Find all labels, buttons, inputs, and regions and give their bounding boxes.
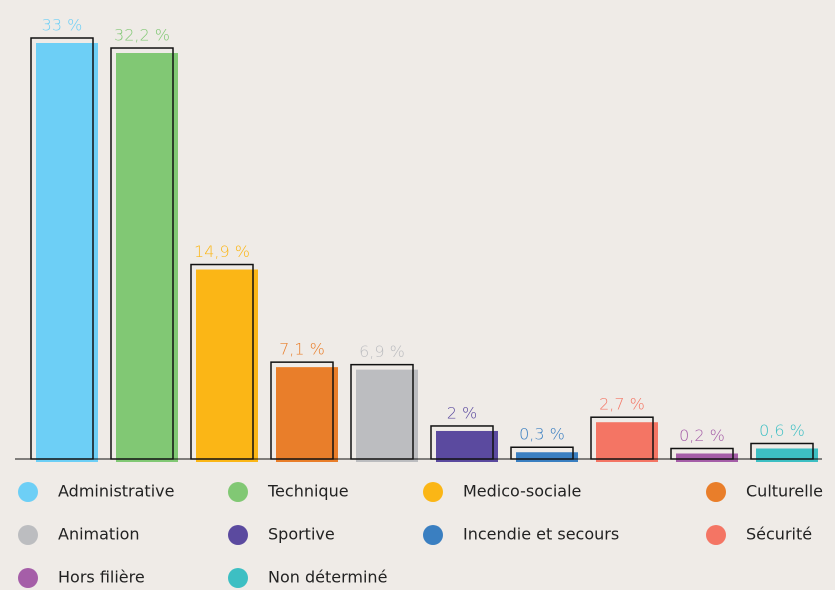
legend-label: Hors filière xyxy=(58,568,145,587)
bar xyxy=(196,269,258,462)
legend-label: Sportive xyxy=(268,525,335,544)
bar xyxy=(676,453,738,462)
legend-swatch xyxy=(228,482,248,502)
bar xyxy=(596,422,658,462)
legend-label: Incendie et secours xyxy=(463,525,619,544)
bar xyxy=(276,367,338,462)
value-label: 0,2 % xyxy=(679,426,725,445)
legend-swatch xyxy=(423,482,443,502)
legend-swatch xyxy=(18,482,38,502)
legend-label: Culturelle xyxy=(746,482,823,501)
bar xyxy=(436,430,498,462)
bar xyxy=(36,43,98,462)
value-label: 14,9 % xyxy=(194,242,250,261)
legend-label: Animation xyxy=(58,525,140,544)
legend-swatch xyxy=(18,568,38,588)
bar xyxy=(116,53,178,463)
value-label: 6,9 % xyxy=(359,342,405,361)
bar xyxy=(516,452,578,462)
bar xyxy=(356,369,418,462)
legend-swatch xyxy=(706,525,726,545)
value-label: 32,2 % xyxy=(114,26,170,45)
legend-swatch xyxy=(706,482,726,502)
legend-label: Administrative xyxy=(58,482,174,501)
value-label: 0,6 % xyxy=(759,421,805,440)
legend-label: Technique xyxy=(267,482,349,501)
legend-swatch xyxy=(228,525,248,545)
legend-swatch xyxy=(18,525,38,545)
legend-swatch xyxy=(228,568,248,588)
legend-label: Non déterminé xyxy=(268,568,387,587)
value-label: 0,3 % xyxy=(519,425,565,444)
legend-swatch xyxy=(423,525,443,545)
value-label: 33 % xyxy=(42,16,83,35)
value-label: 2 % xyxy=(447,403,477,422)
bar xyxy=(756,448,818,462)
legend-label: Sécurité xyxy=(746,525,812,544)
value-label: 2,7 % xyxy=(599,395,645,414)
value-label: 7,1 % xyxy=(279,340,325,359)
legend-label: Medico-sociale xyxy=(463,482,581,501)
